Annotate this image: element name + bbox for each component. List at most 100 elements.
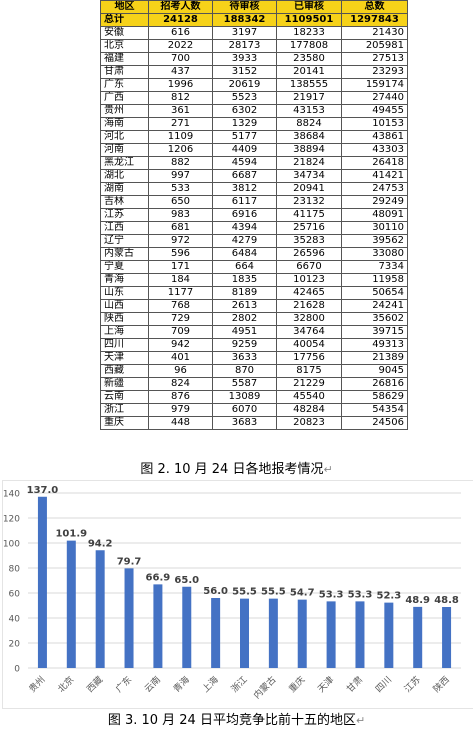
cell-region: 吉林: [100, 195, 149, 209]
table-row: 新疆 824 5587 21229 26816: [100, 377, 408, 391]
cell-approved: 21824: [276, 156, 342, 170]
competition-ratio-chart: 0 20 40 60 80 100 120 140 137.0 贵州 101.9 北京 94.2 西藏 79…: [2, 480, 473, 709]
cell-approved: 32800: [276, 312, 342, 326]
table-row: 贵州 361 6302 43153 49455: [100, 104, 408, 118]
data-label: 53.3: [319, 589, 344, 600]
cell-pending: 1835: [212, 273, 277, 287]
data-label: 48.8: [434, 595, 459, 606]
table-caption-text: 图 2. 10 月 24 日各地报考情况: [140, 462, 324, 477]
bar: [153, 584, 163, 668]
cell-pending: 4279: [212, 234, 277, 248]
cell-approved: 23132: [276, 195, 342, 209]
x-tick-label: 重庆: [286, 674, 307, 695]
cell-approved: 35283: [276, 234, 342, 248]
chart-caption-text: 图 3. 10 月 24 日平均竞争比前十五的地区: [107, 713, 356, 728]
cell-approved: 41175: [276, 208, 342, 222]
bar: [211, 598, 221, 668]
table-row: 西藏 96 870 8175 9045: [100, 364, 408, 378]
chart-caption: 图 3. 10 月 24 日平均竞争比前十五的地区↵: [0, 713, 473, 729]
cell-region: 黑龙江: [100, 156, 149, 170]
data-label: 56.0: [203, 586, 228, 597]
cell-region: 新疆: [100, 377, 149, 391]
x-tick-label: 广东: [113, 674, 134, 695]
cell-pending: 6302: [212, 104, 277, 118]
cell-region: 湖北: [100, 169, 149, 183]
cell-pending: 2613: [212, 299, 277, 313]
cell-recruits: 1177: [148, 286, 213, 300]
cell-recruits: 533: [148, 182, 213, 196]
cell-total: 49455: [341, 104, 408, 118]
table-row: 江苏 983 6916 41175 48091: [100, 208, 408, 222]
total-sum: 1297843: [341, 13, 408, 27]
x-tick-label: 青海: [171, 674, 192, 695]
cell-recruits: 983: [148, 208, 213, 222]
cell-recruits: 1109: [148, 130, 213, 144]
table-row: 青海 184 1835 10123 11958: [100, 273, 408, 287]
table-row: 宁夏 171 664 6670 7334: [100, 260, 408, 274]
y-tick-label: 100: [3, 540, 20, 550]
y-tick-label: 80: [9, 565, 21, 575]
header-approved: 已审核: [276, 0, 342, 14]
cell-recruits: 171: [148, 260, 213, 274]
table-row: 内蒙古 596 6484 26596 33080: [100, 247, 408, 261]
table-row: 山东 1177 8189 42465 50654: [100, 286, 408, 300]
bar: [355, 601, 365, 668]
cell-recruits: 448: [148, 416, 213, 430]
y-tick-label: 120: [3, 515, 20, 525]
data-label: 94.2: [88, 538, 113, 549]
cell-recruits: 1996: [148, 78, 213, 92]
table-row: 海南 271 1329 8824 10153: [100, 117, 408, 131]
cell-pending: 9259: [212, 338, 277, 352]
cell-pending: 664: [212, 260, 277, 274]
table-row: 湖北 997 6687 34734 41421: [100, 169, 408, 183]
cell-recruits: 972: [148, 234, 213, 248]
cell-region: 西藏: [100, 364, 149, 378]
cell-approved: 34734: [276, 169, 342, 183]
x-tick-label: 陕西: [430, 674, 451, 695]
header-recruits: 招考人数: [148, 0, 213, 14]
cell-recruits: 824: [148, 377, 213, 391]
cell-approved: 8824: [276, 117, 342, 131]
cell-pending: 4409: [212, 143, 277, 157]
registration-table-container: 地区 招考人数 待审核 已审核 总数 总计 24128 188342 11095…: [100, 0, 408, 430]
cell-total: 9045: [341, 364, 408, 378]
table-row: 重庆 448 3683 20823 24506: [100, 416, 408, 430]
cell-total: 26816: [341, 377, 408, 391]
cell-total: 39562: [341, 234, 408, 248]
cell-approved: 26596: [276, 247, 342, 261]
cell-recruits: 437: [148, 65, 213, 79]
table-row: 陕西 729 2802 32800 35602: [100, 312, 408, 326]
cell-region: 江苏: [100, 208, 149, 222]
cell-total: 205981: [341, 39, 408, 53]
cell-recruits: 2022: [148, 39, 213, 53]
cell-approved: 25716: [276, 221, 342, 235]
data-label: 48.9: [405, 595, 430, 606]
cell-recruits: 979: [148, 403, 213, 417]
cell-total: 24753: [341, 182, 408, 196]
data-label: 55.5: [261, 587, 286, 598]
table-row: 甘肃 437 3152 20141 23293: [100, 65, 408, 79]
table-header-row: 地区 招考人数 待审核 已审核 总数: [100, 0, 408, 14]
x-tick-label: 北京: [55, 674, 76, 695]
cell-region: 浙江: [100, 403, 149, 417]
cell-approved: 20823: [276, 416, 342, 430]
cell-region: 河南: [100, 143, 149, 157]
cell-recruits: 700: [148, 52, 213, 66]
cell-region: 青海: [100, 273, 149, 287]
cell-recruits: 768: [148, 299, 213, 313]
cell-pending: 6484: [212, 247, 277, 261]
cell-pending: 4394: [212, 221, 277, 235]
cell-approved: 21917: [276, 91, 342, 105]
data-label: 52.3: [376, 591, 401, 602]
cell-region: 四川: [100, 338, 149, 352]
data-label: 79.7: [117, 556, 142, 567]
cell-pending: 4594: [212, 156, 277, 170]
cell-total: 50654: [341, 286, 408, 300]
table-row: 辽宁 972 4279 35283 39562: [100, 234, 408, 248]
data-label: 65.0: [174, 575, 199, 586]
table-row: 江西 681 4394 25716 30110: [100, 221, 408, 235]
y-tick-label: 60: [9, 590, 21, 600]
cell-total: 54354: [341, 403, 408, 417]
table-row: 上海 709 4951 34764 39715: [100, 325, 408, 339]
cell-total: 10153: [341, 117, 408, 131]
